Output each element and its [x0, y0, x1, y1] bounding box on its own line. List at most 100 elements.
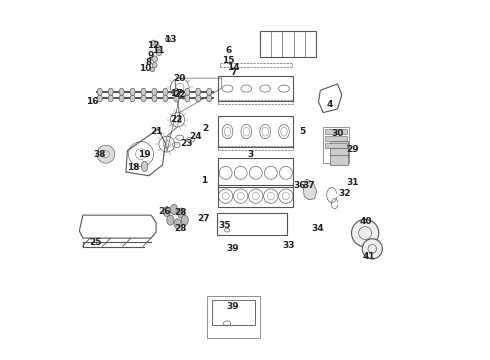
Ellipse shape	[97, 95, 102, 102]
Text: 40: 40	[360, 217, 372, 226]
Text: 4: 4	[326, 100, 332, 109]
Text: 22: 22	[170, 115, 182, 124]
Text: 38: 38	[94, 150, 106, 159]
Ellipse shape	[171, 204, 177, 215]
Text: 3: 3	[247, 150, 253, 159]
Bar	[325, 136, 347, 141]
Ellipse shape	[196, 95, 201, 102]
Ellipse shape	[119, 88, 124, 95]
Text: 2: 2	[202, 123, 209, 132]
Text: 18: 18	[127, 163, 139, 172]
Text: 24: 24	[189, 132, 202, 141]
Text: 31: 31	[346, 178, 359, 187]
Text: 35: 35	[218, 221, 230, 230]
Text: 20: 20	[173, 75, 186, 84]
Bar	[330, 141, 348, 149]
Bar	[330, 155, 348, 165]
Ellipse shape	[163, 207, 171, 217]
Ellipse shape	[207, 95, 212, 102]
Text: 10: 10	[139, 64, 151, 73]
Text: 14: 14	[227, 63, 240, 72]
Text: 22: 22	[173, 90, 186, 99]
Ellipse shape	[174, 88, 179, 95]
Text: 30: 30	[331, 129, 343, 138]
Bar	[207, 296, 260, 338]
Text: 6: 6	[226, 46, 232, 55]
Ellipse shape	[174, 219, 181, 229]
Circle shape	[156, 50, 162, 55]
Text: 15: 15	[221, 57, 234, 66]
Ellipse shape	[163, 95, 168, 102]
Ellipse shape	[97, 88, 102, 95]
Circle shape	[152, 63, 157, 68]
Text: 36: 36	[293, 181, 306, 190]
Ellipse shape	[185, 88, 190, 95]
Text: 11: 11	[152, 46, 165, 55]
Text: 34: 34	[311, 224, 324, 233]
Text: 9: 9	[148, 51, 154, 60]
Text: 16: 16	[86, 97, 99, 106]
Ellipse shape	[130, 88, 135, 95]
Text: 28: 28	[174, 208, 187, 217]
Circle shape	[166, 37, 171, 41]
Ellipse shape	[141, 95, 146, 102]
Polygon shape	[303, 179, 317, 200]
Ellipse shape	[167, 215, 174, 225]
Ellipse shape	[130, 95, 135, 102]
Bar	[218, 116, 294, 147]
Ellipse shape	[163, 88, 168, 95]
Circle shape	[151, 40, 156, 45]
Text: 19: 19	[138, 150, 150, 159]
Bar	[323, 127, 349, 163]
Circle shape	[152, 56, 157, 62]
Bar	[325, 143, 347, 148]
Text: 39: 39	[226, 302, 239, 311]
Circle shape	[97, 145, 115, 163]
Text: 29: 29	[346, 145, 359, 154]
Ellipse shape	[141, 161, 148, 171]
Bar	[325, 129, 347, 134]
Ellipse shape	[108, 95, 113, 102]
Text: 33: 33	[283, 241, 295, 250]
Ellipse shape	[141, 88, 146, 95]
Text: 41: 41	[363, 252, 375, 261]
Ellipse shape	[152, 95, 157, 102]
Ellipse shape	[207, 88, 212, 95]
Bar	[217, 213, 287, 234]
Text: 7: 7	[230, 68, 237, 77]
Ellipse shape	[119, 95, 124, 102]
Text: 28: 28	[174, 224, 187, 233]
Text: 26: 26	[158, 207, 171, 216]
Circle shape	[362, 239, 382, 259]
Ellipse shape	[152, 88, 157, 95]
Circle shape	[156, 45, 161, 50]
Ellipse shape	[174, 95, 179, 102]
Text: 32: 32	[339, 189, 351, 198]
Text: 39: 39	[226, 244, 239, 253]
Ellipse shape	[185, 95, 190, 102]
Text: 1: 1	[200, 176, 207, 185]
Bar	[220, 63, 292, 67]
Text: 12: 12	[147, 41, 159, 50]
Bar	[218, 185, 294, 207]
Bar	[260, 31, 316, 57]
Ellipse shape	[181, 215, 188, 225]
Text: 23: 23	[181, 139, 193, 148]
Text: 37: 37	[302, 181, 315, 190]
Circle shape	[351, 220, 379, 247]
Text: 25: 25	[89, 238, 101, 247]
Bar	[218, 146, 294, 149]
Text: 27: 27	[197, 214, 210, 223]
Ellipse shape	[177, 208, 185, 218]
Bar	[212, 300, 255, 325]
Text: 17: 17	[170, 89, 182, 98]
Bar	[218, 158, 294, 187]
Bar	[330, 148, 348, 156]
Ellipse shape	[196, 88, 201, 95]
Text: 8: 8	[146, 58, 152, 67]
Circle shape	[150, 67, 155, 72]
Bar	[218, 76, 294, 102]
Text: 21: 21	[150, 127, 162, 136]
Text: 13: 13	[164, 35, 177, 44]
Ellipse shape	[108, 88, 113, 95]
